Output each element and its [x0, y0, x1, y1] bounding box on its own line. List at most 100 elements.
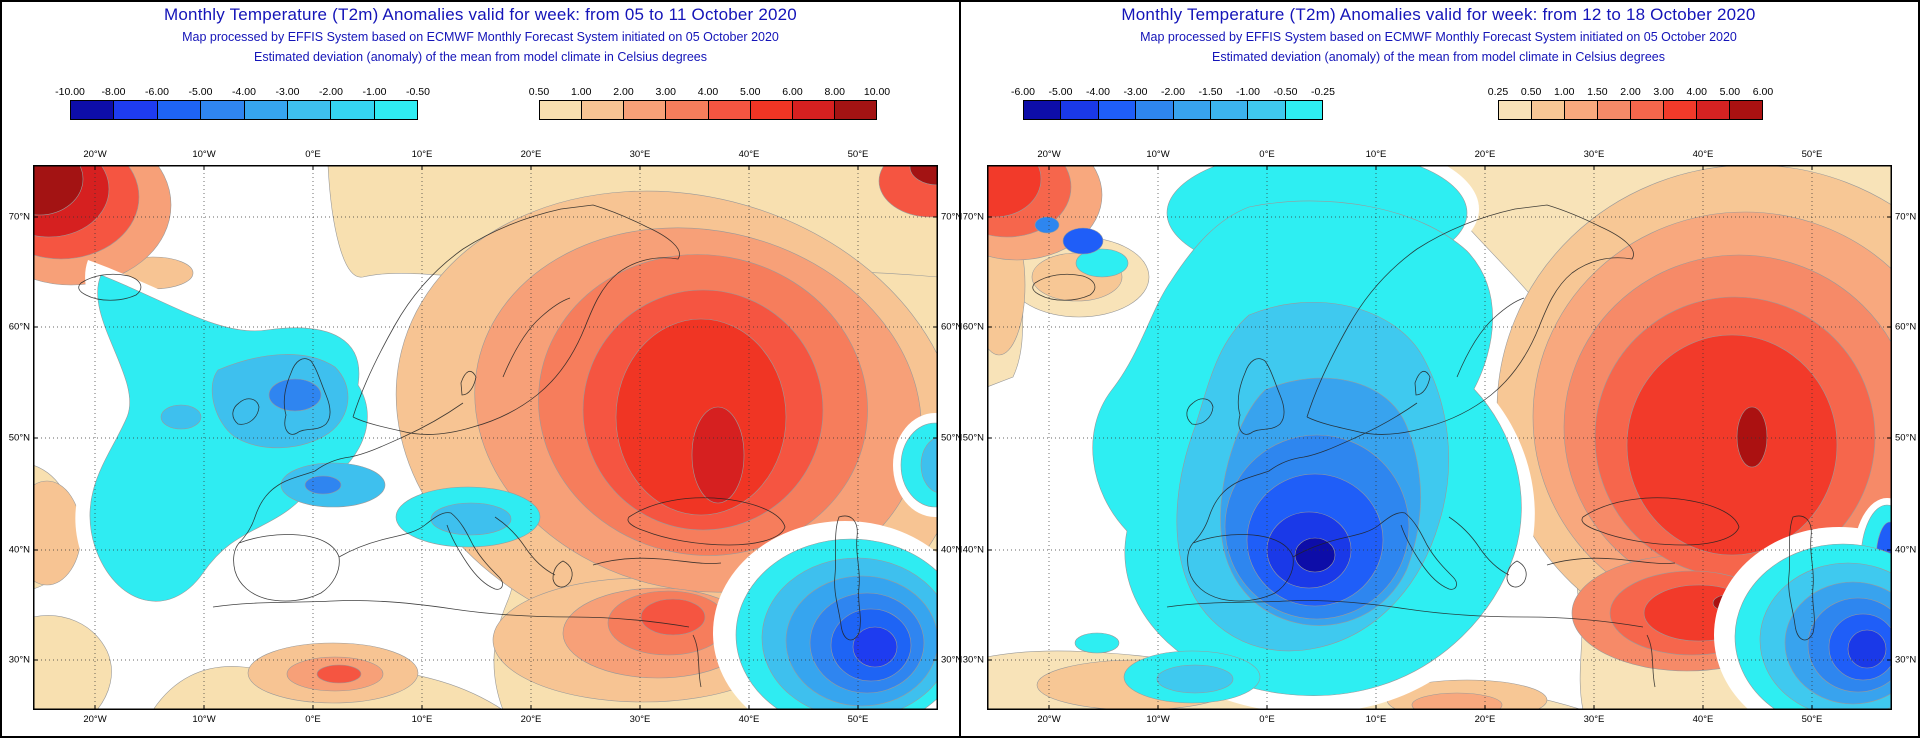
- axis-tick-label: 20°W: [83, 149, 107, 160]
- colorbar-swatch: [582, 101, 625, 119]
- axis-tick-label: 0°E: [305, 149, 321, 160]
- axis-tick-label: 20°E: [520, 149, 542, 160]
- colorbar-tick-label: -2.00: [319, 86, 343, 98]
- cool-anomaly-region: [1072, 165, 1535, 710]
- axis-tick-label: 30°N: [941, 654, 963, 666]
- colorbar-swatch: [1598, 101, 1631, 119]
- axis-tick-label: 70°N: [8, 211, 30, 223]
- colorbar-labels: 0.50 1.00 2.00 3.00 4.00 5.00 6.00 8.00 10.00: [529, 86, 890, 99]
- axis-tick-label: 20°E: [1474, 714, 1496, 725]
- axis-tick-label: 40°E: [1692, 714, 1714, 725]
- axis-tick-label: 70°N: [941, 211, 963, 223]
- axis-tick-label: 50°E: [1801, 714, 1823, 725]
- axis-tick-label: 0°E: [1259, 714, 1275, 725]
- colorbar-swatch: [201, 101, 245, 119]
- axis-tick-label: 10°W: [192, 149, 216, 160]
- colorbar-tick-label: 0.50: [528, 86, 550, 98]
- southeast-cold-core: [713, 413, 938, 710]
- colorbar-tick-label: -0.50: [406, 86, 430, 98]
- greenland-warm-corner: [33, 165, 938, 286]
- colorbar-swatch: [1024, 101, 1062, 119]
- axis-tick-label: 20°E: [520, 714, 542, 725]
- colorbar-swatch: [1499, 101, 1532, 119]
- axis-tick-label: 30°E: [629, 714, 651, 725]
- colorbar-tick-label: 5.00: [740, 86, 761, 98]
- colorbar-swatch: [624, 101, 667, 119]
- axis-tick-label: 10°E: [411, 149, 433, 160]
- colorbar-tick-label: 0.25: [1487, 86, 1509, 98]
- axis-tick-label: 20°W: [1037, 714, 1061, 725]
- colorbar-swatches: [70, 100, 418, 120]
- southeast-cold-core: [1714, 498, 1892, 710]
- longitude-labels-bottom: 20°W 10°W 0°E 10°E 20°E 30°E 40°E 50°E: [33, 714, 938, 726]
- colorbar-swatch: [1210, 101, 1249, 119]
- colorbar-swatch: [708, 101, 751, 119]
- colorbar-tick-label: -5.00: [188, 86, 213, 98]
- colorbar-labels: -6.00 -5.00 -4.00 -3.00 -2.00 -1.50 -1.00 -0.50…: [1011, 86, 1335, 99]
- colorbar-swatch: [114, 101, 158, 119]
- colorbar-swatch: [1631, 101, 1664, 119]
- colorbar-swatch: [1098, 101, 1137, 119]
- colorbar-swatch: [1697, 101, 1730, 119]
- colorbar-swatch: [1136, 101, 1174, 119]
- colorbar-swatch: [834, 101, 876, 119]
- axis-tick-label: 10°E: [411, 714, 433, 725]
- colorbar-tick-label: 2.00: [1620, 86, 1641, 98]
- colorbar-swatch: [1664, 101, 1697, 119]
- colorbar-tick-label: 3.00: [1653, 86, 1674, 98]
- axis-tick-label: 40°N: [941, 544, 963, 556]
- axis-tick-label: 60°N: [962, 321, 984, 333]
- axis-tick-label: 50°N: [962, 432, 984, 444]
- axis-tick-label: 30°E: [1583, 714, 1605, 725]
- axis-tick-label: 70°N: [962, 211, 984, 223]
- cool-anomaly-region: [75, 260, 541, 615]
- colorbar-swatches: [1023, 100, 1323, 120]
- axis-tick-label: 30°E: [629, 149, 651, 160]
- negative-anomaly-colorbar: -10.00 -8.00 -6.00 -5.00 -4.00 -3.00 -2.00 -1.0…: [55, 86, 430, 120]
- colorbar-swatch: [374, 101, 417, 119]
- colorbar-tick-label: -2.00: [1161, 86, 1185, 98]
- colorbar-tick-label: -0.50: [1273, 86, 1298, 98]
- colorbar-swatch: [792, 101, 835, 119]
- anomaly-map-week1: [33, 165, 938, 710]
- colorbar-tick-label: 0.50: [1520, 86, 1542, 98]
- axis-tick-label: 50°E: [847, 714, 869, 725]
- axis-tick-label: 30°N: [8, 654, 30, 666]
- colorbar-tick-label: -6.00: [1011, 86, 1035, 98]
- axis-tick-label: 60°N: [8, 321, 30, 333]
- latitude-labels-left: 70°N 60°N 50°N 40°N 30°N: [958, 165, 984, 710]
- axis-tick-label: 20°E: [1474, 149, 1496, 160]
- colorbar-labels: -10.00 -8.00 -6.00 -5.00 -4.00 -3.00 -2.00 -1.0…: [55, 86, 430, 99]
- colorbar-tick-label: -0.25: [1311, 86, 1335, 98]
- axis-tick-label: 40°E: [1692, 149, 1714, 160]
- axis-tick-label: 0°E: [305, 714, 321, 725]
- warm-anomaly-region: [33, 165, 938, 710]
- colorbar-swatch: [1061, 101, 1099, 119]
- panel-subtitle-source: Map processed by EFFIS System based on E…: [182, 30, 779, 44]
- panel-divider: [959, 2, 961, 736]
- colorbar-tick-label: 3.00: [655, 86, 676, 98]
- latitude-labels-left: 70°N 60°N 50°N 40°N 30°N: [4, 165, 30, 710]
- colorbar-swatch: [1730, 101, 1762, 119]
- colorbar-tick-label: 1.50: [1587, 86, 1608, 98]
- axis-tick-label: 10°W: [192, 714, 216, 725]
- axis-tick-label: 30°N: [1895, 654, 1917, 666]
- colorbar-swatch: [1565, 101, 1598, 119]
- colorbar-swatch: [1248, 101, 1286, 119]
- colorbar-tick-label: -1.50: [1198, 86, 1223, 98]
- colorbar-tick-label: 1.00: [1554, 86, 1575, 98]
- colorbar-swatch: [540, 101, 583, 119]
- colorbar-tick-label: -10.00: [55, 86, 85, 98]
- colorbar-tick-label: -3.00: [275, 86, 300, 98]
- colorbar-tick-label: 2.00: [613, 86, 634, 98]
- axis-tick-label: 50°N: [8, 432, 30, 444]
- panel-subtitle-units: Estimated deviation (anomaly) of the mea…: [254, 50, 707, 64]
- latitude-labels-right: 70°N 60°N 50°N 40°N 30°N: [941, 165, 967, 710]
- axis-tick-label: 30°E: [1583, 149, 1605, 160]
- colorbar-tick-label: -4.00: [232, 86, 256, 98]
- panel-subtitle-units: Estimated deviation (anomaly) of the mea…: [1212, 50, 1665, 64]
- longitude-labels-top: 20°W 10°W 0°E 10°E 20°E 30°E 40°E 50°E: [987, 149, 1892, 161]
- map-week2: 20°W 10°W 0°E 10°E 20°E 30°E 40°E 50°E 20°W 10°W…: [963, 149, 1916, 725]
- positive-anomaly-colorbar: 0.50 1.00 2.00 3.00 4.00 5.00 6.00 8.00 10.00: [529, 86, 890, 120]
- axis-tick-label: 10°W: [1146, 714, 1170, 725]
